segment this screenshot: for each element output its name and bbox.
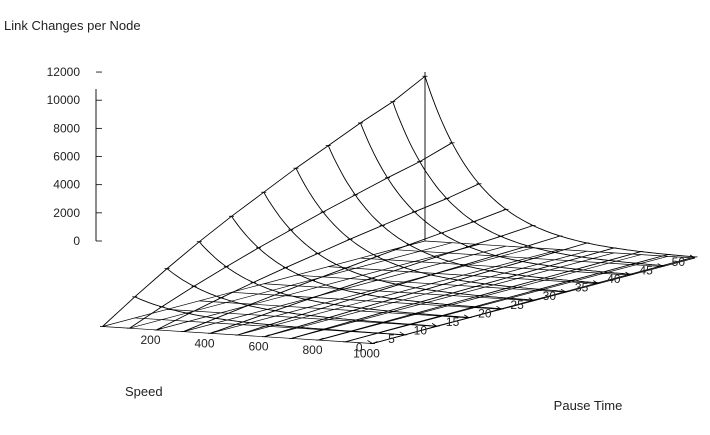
surface-line-speed bbox=[198, 241, 470, 318]
speed-tick-label: 40 bbox=[607, 272, 621, 286]
speed-tick-label: 30 bbox=[543, 289, 557, 303]
speed-tick-mark bbox=[528, 297, 534, 302]
base-grid-pause-line bbox=[129, 242, 453, 329]
speed-tick-mark bbox=[496, 305, 502, 310]
speed-tick-mark bbox=[689, 254, 696, 259]
speed-axis-title: Speed bbox=[125, 384, 163, 399]
speed-tick-mark bbox=[367, 340, 373, 344]
base-grid-pause-line bbox=[210, 247, 534, 334]
z-tick-label: 6000 bbox=[53, 150, 80, 164]
speed-tick-mark bbox=[464, 314, 470, 319]
pause-tick-mark bbox=[210, 330, 216, 334]
speed-tick-label: 50 bbox=[672, 255, 686, 269]
pause-tick-mark bbox=[372, 341, 378, 344]
speed-tick-mark bbox=[560, 288, 567, 293]
base-grid-pause-line bbox=[237, 249, 561, 336]
base-grid-pause-line bbox=[156, 244, 480, 331]
speed-tick-mark bbox=[657, 263, 663, 267]
speed-tick-mark bbox=[399, 331, 405, 336]
speed-tick-label: 25 bbox=[510, 298, 524, 312]
pause-tick-label: 600 bbox=[248, 340, 268, 354]
axes-group bbox=[95, 72, 696, 344]
z-tick-label: 2000 bbox=[53, 206, 80, 220]
pause-tick-label: 800 bbox=[302, 343, 322, 357]
z-axis-title: Link Changes per Node bbox=[4, 18, 141, 33]
ticks-group bbox=[96, 71, 696, 344]
pause-tick-mark bbox=[318, 337, 324, 341]
base-grid-pause-line bbox=[183, 245, 507, 332]
speed-tick-mark bbox=[431, 323, 438, 327]
surface-group bbox=[100, 75, 698, 344]
speed-tick-label: 10 bbox=[414, 323, 428, 337]
z-tick-label: 0 bbox=[73, 234, 80, 248]
surface-line-speed bbox=[392, 101, 663, 267]
speed-tick-label: 35 bbox=[575, 281, 589, 295]
z-tick-label: 4000 bbox=[53, 178, 80, 192]
speed-tick-label: 5 bbox=[388, 332, 395, 346]
surface-line-pause bbox=[237, 235, 561, 336]
pause-tick-label: 200 bbox=[140, 333, 160, 347]
speed-tick-label: 0 bbox=[356, 341, 363, 355]
pause-tick-mark bbox=[156, 327, 162, 331]
surface-line-speed bbox=[424, 76, 696, 258]
pause-tick-mark bbox=[264, 334, 270, 338]
speed-tick-label: 15 bbox=[446, 315, 460, 329]
z-tick-label: 12000 bbox=[47, 65, 81, 79]
speed-tick-mark bbox=[625, 271, 631, 276]
pause-tick-label: 1000 bbox=[353, 347, 380, 361]
z-tick-label: 10000 bbox=[47, 93, 81, 107]
base-grid-pause-line bbox=[102, 240, 426, 327]
pause-axis-title: Pause Time bbox=[554, 398, 623, 413]
speed-tick-label: 20 bbox=[478, 306, 492, 320]
base-grid-pause-line bbox=[264, 250, 588, 338]
speed-tick-mark bbox=[593, 280, 599, 284]
pause-tick-label: 400 bbox=[194, 336, 214, 350]
speed-tick-label: 45 bbox=[639, 264, 653, 278]
base-grid-pause-line bbox=[318, 254, 642, 341]
z-tick-label: 8000 bbox=[53, 121, 80, 135]
